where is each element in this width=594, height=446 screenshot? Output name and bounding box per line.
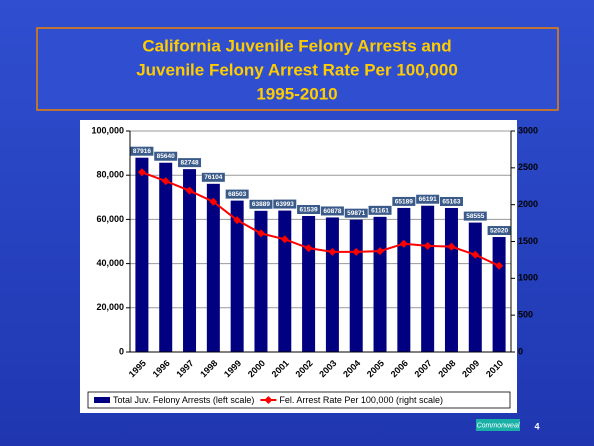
line-marker: [423, 241, 432, 250]
bar: [135, 157, 149, 352]
data-label-box: [297, 204, 321, 214]
bar: [302, 215, 316, 352]
data-label: 63993: [276, 201, 294, 208]
line-marker: [399, 239, 408, 248]
logo: Commonweal: [477, 422, 520, 429]
y2-tick-label: 0: [518, 346, 523, 356]
legend-label: Fel. Arrest Rate Per 100,000 (right scal…: [279, 395, 443, 405]
line-marker: [304, 244, 313, 253]
data-label: 59871: [347, 210, 365, 217]
line-marker: [161, 177, 170, 186]
y2-tick-label: 1500: [518, 236, 538, 246]
chart-title: 1995-2010: [256, 84, 337, 103]
bar: [278, 210, 292, 352]
data-label-box: [225, 189, 249, 199]
y-tick-label: 20,000: [96, 302, 124, 312]
chart-title: California Juvenile Felony Arrests and: [142, 36, 451, 55]
line-marker: [185, 186, 194, 195]
title-box: [36, 27, 559, 111]
bar: [444, 207, 458, 352]
page-number: 4: [534, 421, 539, 431]
data-label-box: [201, 172, 225, 182]
data-label-box: [487, 226, 511, 236]
data-label-box: [273, 199, 297, 209]
bar: [230, 200, 244, 352]
bar: [183, 169, 197, 352]
bar: [492, 237, 506, 352]
y-tick-label: 100,000: [91, 125, 124, 135]
legend-swatch: [94, 397, 110, 403]
data-label: 66191: [419, 196, 437, 203]
line: [141, 171, 500, 267]
data-label: 65189: [395, 198, 413, 205]
logo-box: [476, 419, 520, 431]
line-marker: [376, 247, 385, 256]
chart-title: Juvenile Felony Arrest Rate Per 100,000: [136, 60, 458, 79]
data-label: 65163: [442, 198, 460, 205]
bar: [397, 207, 411, 352]
line-marker: [328, 247, 337, 256]
data-label: 76104: [204, 174, 222, 181]
bar: [468, 222, 482, 352]
data-label-box: [344, 208, 368, 218]
y-tick-label: 0: [119, 346, 124, 356]
data-label: 61161: [371, 207, 389, 214]
data-label: 68503: [228, 191, 246, 198]
data-label-box: [249, 199, 273, 209]
data-label: 61539: [300, 206, 318, 213]
line-marker: [352, 247, 361, 256]
y2-tick-label: 3000: [518, 125, 538, 135]
y-tick-label: 40,000: [96, 258, 124, 268]
line-marker: [447, 242, 456, 251]
bar: [206, 183, 220, 352]
bar: [254, 210, 268, 352]
data-label: 52020: [490, 227, 508, 234]
data-label: 63889: [252, 201, 270, 208]
line-marker: [137, 168, 146, 177]
legend-swatch: [264, 396, 273, 404]
data-label-box: [439, 196, 463, 206]
data-label-box: [154, 151, 178, 161]
data-label-box: [392, 196, 416, 206]
y2-tick-label: 2000: [518, 199, 538, 209]
bar: [421, 205, 435, 352]
data-label-box: [416, 194, 440, 204]
y-tick-label: 80,000: [96, 170, 124, 180]
legend-label: Total Juv. Felony Arrests (left scale): [113, 395, 254, 405]
data-label-box: [463, 211, 487, 221]
chart-area: [80, 120, 517, 413]
y2-tick-label: 2500: [518, 162, 538, 172]
data-label-box: [320, 206, 344, 216]
data-label-box: [178, 158, 202, 168]
data-label: 85640: [157, 153, 175, 160]
data-label: 60878: [323, 208, 341, 215]
data-label: 82748: [180, 160, 198, 167]
y2-tick-label: 1000: [518, 273, 538, 283]
legend-box: [87, 391, 511, 409]
data-label: 87916: [133, 148, 151, 155]
y2-tick-label: 500: [518, 310, 533, 320]
bar: [373, 216, 387, 352]
bar: [349, 219, 363, 352]
bar: [159, 162, 173, 352]
line-marker: [280, 235, 289, 244]
data-label-box: [368, 205, 392, 215]
bar: [325, 217, 339, 352]
line-marker: [209, 197, 218, 206]
line-marker: [233, 216, 242, 225]
line-marker: [256, 229, 265, 238]
line-marker: [495, 261, 504, 270]
line-marker: [471, 250, 480, 259]
data-label-box: [130, 146, 154, 156]
y-tick-label: 60,000: [96, 214, 124, 224]
data-label: 58555: [466, 213, 484, 220]
